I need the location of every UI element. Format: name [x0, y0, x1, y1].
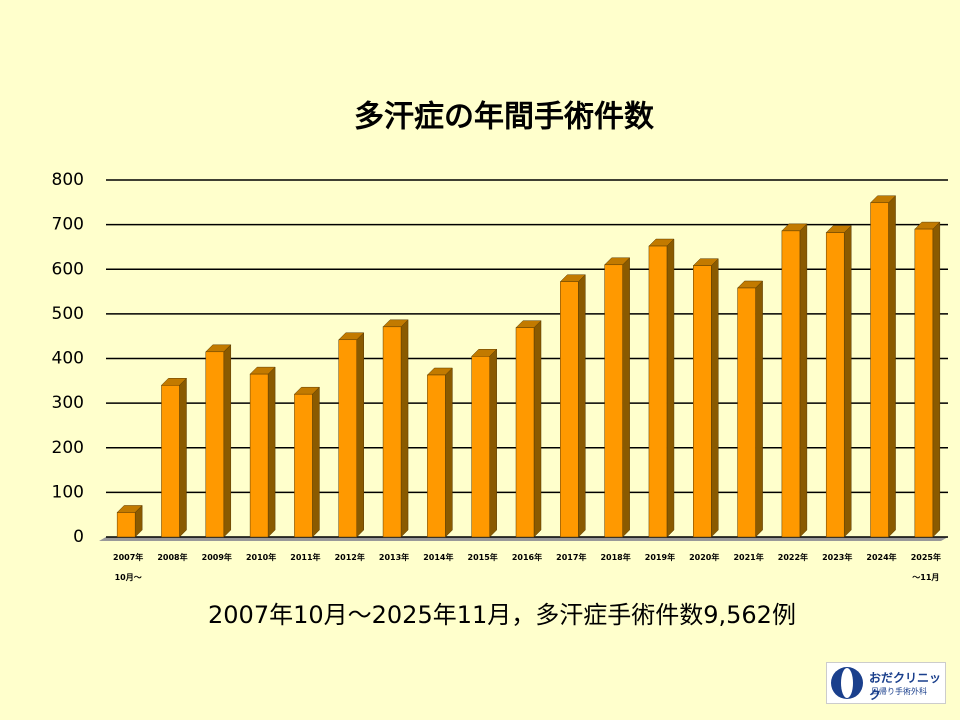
bar-side — [578, 274, 586, 538]
logo-icon — [831, 667, 863, 699]
y-tick-label: 500 — [52, 304, 84, 324]
bar — [161, 385, 180, 538]
bar — [870, 202, 889, 538]
x-tick-label: 2009年 — [201, 553, 232, 562]
y-tick-label: 700 — [52, 215, 84, 235]
x-tick-label: 2019年 — [644, 553, 676, 562]
bar-side — [622, 257, 630, 538]
bar — [471, 356, 490, 538]
x-tick-label: 2013年 — [378, 553, 410, 562]
x-tick-label: 2007年 10月～ — [113, 553, 144, 582]
x-tick-label: 2024年 — [866, 553, 897, 562]
bar — [560, 281, 579, 538]
y-tick-label: 200 — [52, 438, 84, 458]
x-tick-label: 2020年 — [689, 553, 720, 562]
bar-side — [267, 366, 276, 538]
x-tick-label: 2014年 — [423, 553, 454, 562]
bar-side — [179, 377, 187, 538]
logo-tagline: 日帰り手術外科 — [871, 687, 927, 696]
bar-side — [489, 348, 497, 538]
caption: 2007年10月～2025年11月，多汗症手術件数9,562例 — [208, 601, 796, 629]
bar — [205, 351, 225, 538]
bar — [737, 287, 756, 538]
x-tick-label: 2011年 — [290, 553, 321, 562]
bar-side — [799, 223, 808, 538]
bar-side — [400, 319, 409, 538]
y-tick-label: 100 — [52, 482, 84, 502]
bar-side — [223, 344, 232, 538]
bar — [914, 228, 934, 538]
x-tick-label: 2012年 — [334, 553, 365, 562]
bar-side — [312, 386, 320, 538]
bar — [382, 326, 402, 538]
x-tick-label: 2025年 ～11月 — [910, 553, 941, 582]
y-tick-label: 800 — [52, 170, 84, 190]
bar-side — [533, 320, 542, 538]
x-tick-label: 2015年 — [467, 553, 498, 562]
x-tick-label: 2018年 — [600, 553, 631, 562]
bar-side — [445, 367, 453, 538]
x-tick-label: 2010年 — [245, 553, 277, 562]
bar-side — [666, 238, 675, 538]
bar-side — [711, 258, 719, 538]
bar-side — [888, 195, 896, 538]
bar — [515, 327, 535, 538]
x-tick-label: 2008年 — [157, 553, 188, 562]
x-tick-label: 2021年 — [733, 553, 764, 562]
bar-side — [843, 225, 852, 538]
bar — [338, 339, 357, 538]
bar-side — [755, 280, 763, 538]
bar — [781, 230, 801, 538]
logo: おだクリニック 日帰り手術外科 — [826, 662, 946, 704]
bar — [825, 232, 845, 538]
bar-side — [932, 221, 941, 538]
logo-name: おだクリニック — [869, 671, 942, 702]
bar — [693, 265, 712, 538]
bar — [294, 393, 313, 538]
x-tick-label: 2017年 — [556, 553, 587, 562]
bar — [427, 374, 446, 538]
bar — [648, 245, 668, 538]
bar — [249, 373, 269, 538]
y-tick-label: 400 — [52, 349, 84, 369]
bar — [116, 512, 136, 538]
y-tick-label: 600 — [52, 259, 84, 279]
y-tick-label: 0 — [73, 527, 84, 547]
chart-title: 多汗症の年間手術件数 — [354, 100, 655, 135]
x-tick-label: 2016年 — [511, 553, 543, 562]
bar-side — [356, 332, 364, 538]
floor — [99, 537, 948, 541]
y-tick-label: 300 — [52, 393, 84, 413]
x-tick-label: 2023年 — [822, 553, 853, 562]
x-tick-label: 2022年 — [777, 553, 809, 562]
bar — [604, 264, 623, 538]
